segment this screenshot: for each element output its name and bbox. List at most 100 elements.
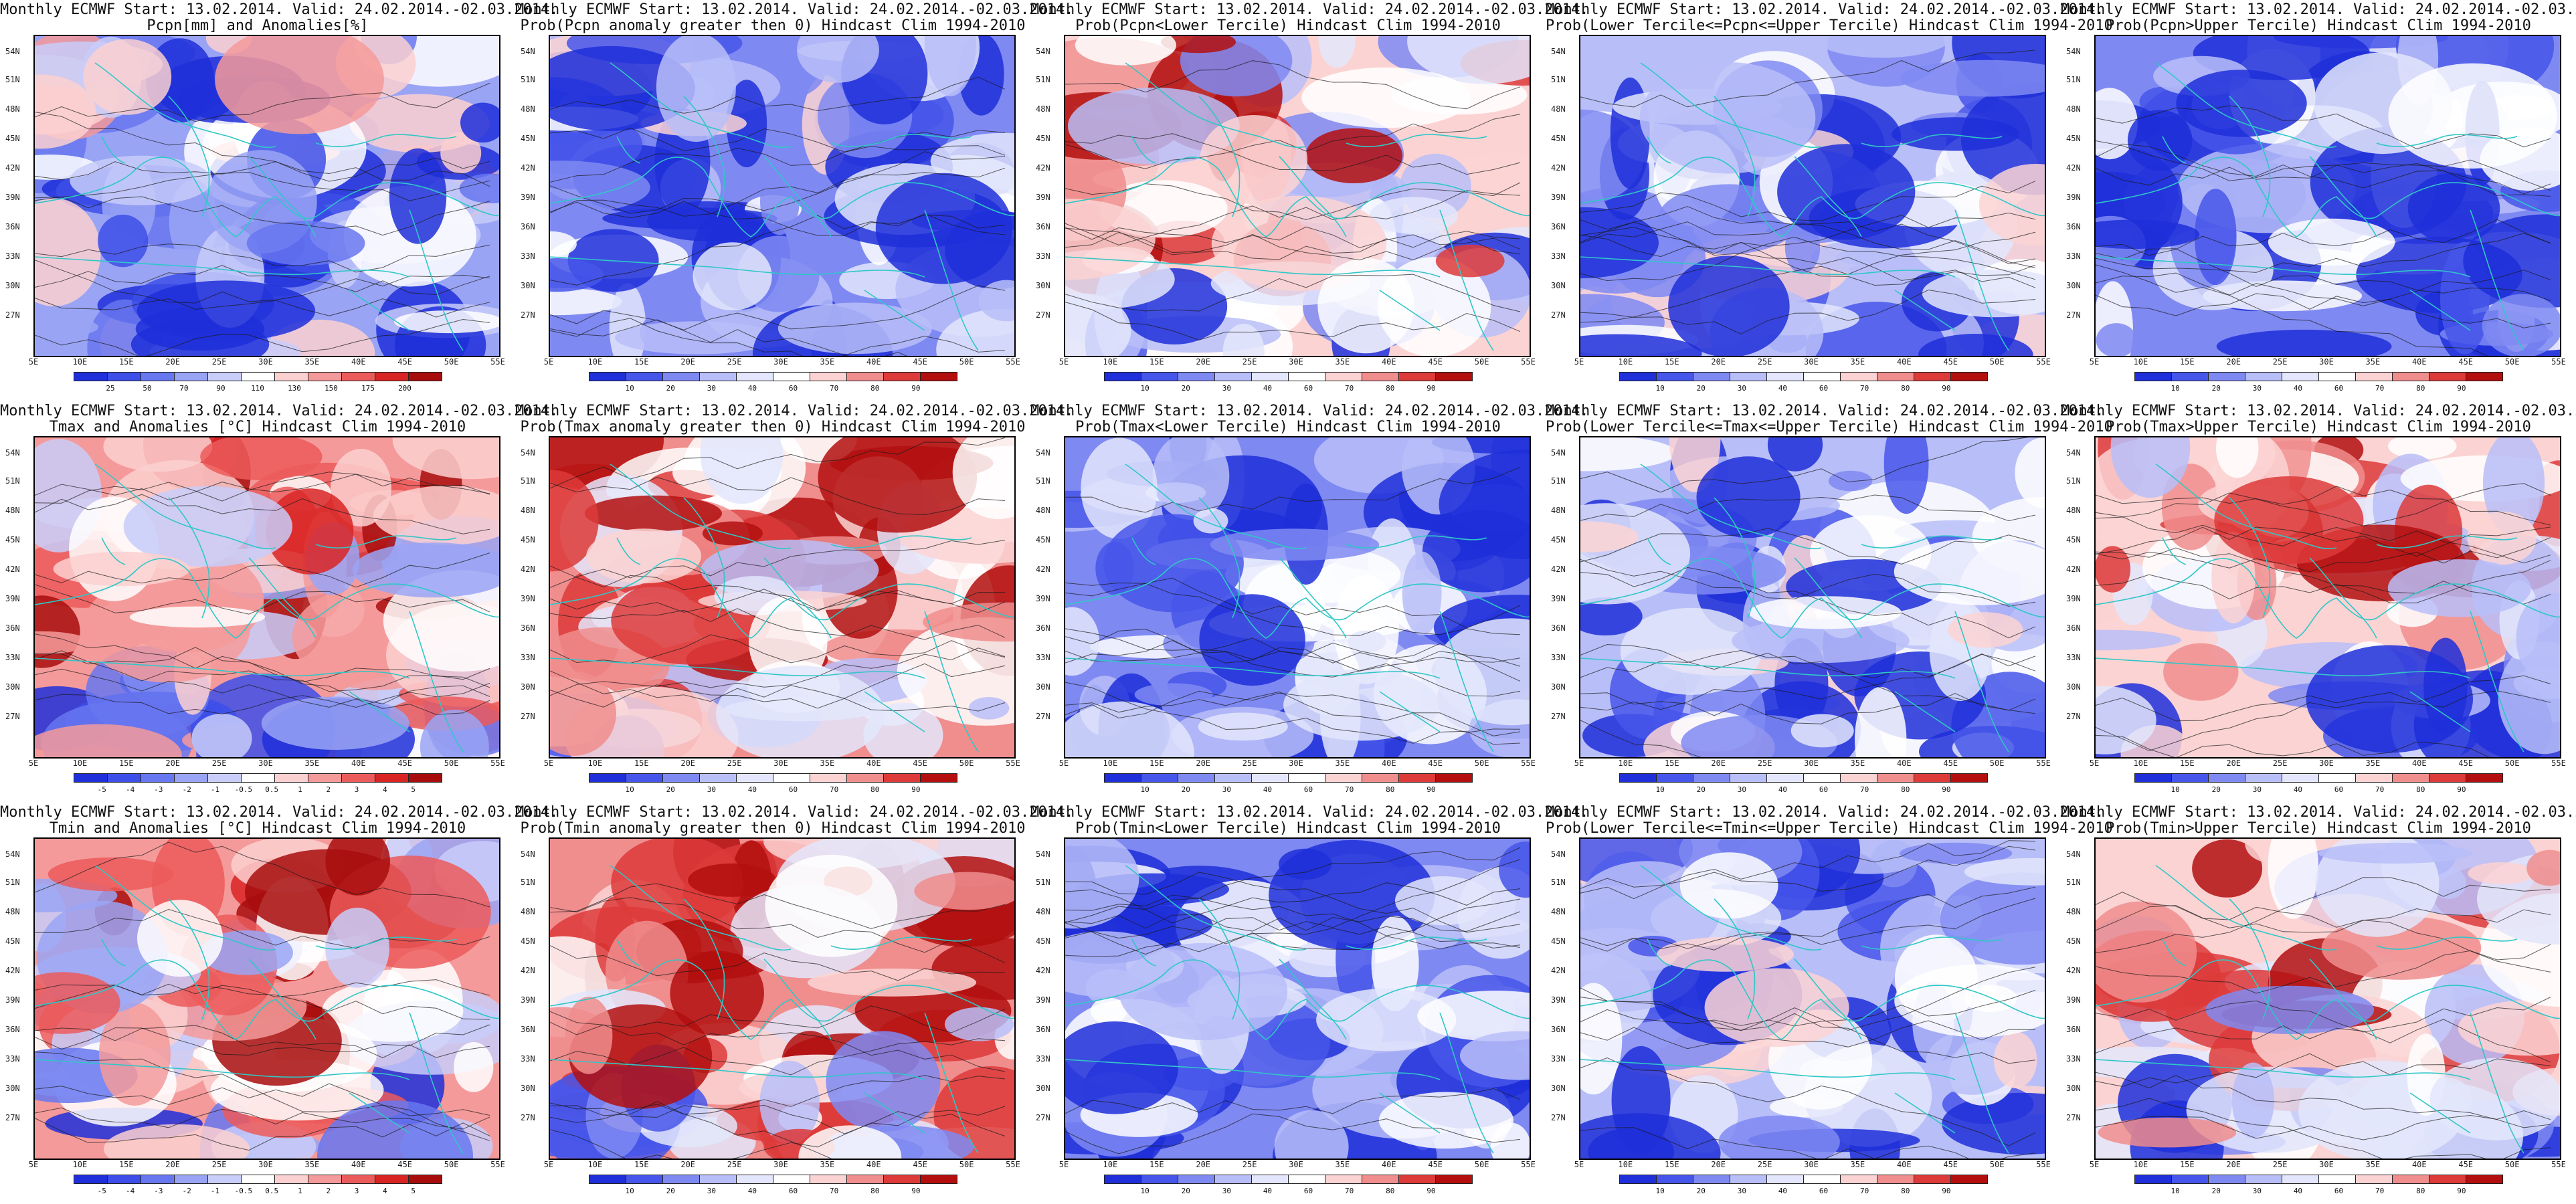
coastline xyxy=(315,134,457,147)
colorbar-swatch xyxy=(141,372,175,381)
latitude-label: 30N xyxy=(1551,1084,1566,1093)
latitude-label: 54N xyxy=(5,849,20,859)
contour-line xyxy=(1580,845,2036,892)
coastline xyxy=(2229,497,2271,619)
colorbar-label: 80 xyxy=(2416,785,2425,794)
latitude-label: 33N xyxy=(1036,653,1050,662)
contour-line xyxy=(1580,567,2036,639)
colorbar-label: 10 xyxy=(625,1187,634,1195)
colorbar-swatch xyxy=(626,1175,663,1184)
map-plot xyxy=(549,436,1016,759)
colorbar-swatch xyxy=(141,1175,175,1184)
coastline xyxy=(409,1012,464,1154)
longitude-label: 25E xyxy=(211,759,227,768)
colorbar-swatch xyxy=(2171,372,2209,381)
coastline xyxy=(409,611,464,752)
colorbar-swatch xyxy=(846,372,884,381)
colorbar-label: 90 xyxy=(1427,785,1436,794)
coastline xyxy=(1894,290,1956,331)
coastline xyxy=(1861,936,2003,950)
longitude-label: 55E xyxy=(1006,357,1020,367)
panel-title: Monthly ECMWF Start: 13.02.2014. Valid: … xyxy=(2061,403,2576,419)
contour-line xyxy=(35,1107,490,1130)
longitude-label: 50E xyxy=(1474,357,1489,367)
colorbar-label: 20 xyxy=(666,785,675,794)
longitude-label: 15E xyxy=(1149,1160,1164,1169)
coastline xyxy=(2155,865,2337,951)
latitude-label: 45N xyxy=(1036,936,1050,946)
coastline xyxy=(1065,256,1441,278)
longitude-label: 5E xyxy=(543,1160,554,1169)
colorbar-label: 10 xyxy=(2171,384,2180,393)
field-blob xyxy=(1964,858,2045,886)
field-blob xyxy=(693,242,772,310)
coastline xyxy=(35,256,410,278)
contour-line xyxy=(1580,967,2036,1031)
latitude-label: 51N xyxy=(2066,75,2081,84)
contour-line xyxy=(1580,559,2036,607)
longitude-label: 35E xyxy=(1335,1160,1350,1169)
panel-subtitle: Prob(Tmin>Upper Tercile) Hindcast Clim 1… xyxy=(2106,820,2531,837)
colorbar-label: 20 xyxy=(1181,384,1190,393)
coastline xyxy=(168,96,210,217)
coastline xyxy=(1647,938,1671,967)
map-plot xyxy=(549,837,1016,1160)
coastline xyxy=(2229,96,2271,217)
colorbar-swatch xyxy=(1178,1175,1215,1184)
colorbar-label: 3 xyxy=(354,1187,359,1195)
longitude-label: 15E xyxy=(1149,357,1164,367)
latitude-label: 54N xyxy=(521,448,535,458)
panel-subtitle: Prob(Lower Tercile<=Tmax<=Upper Tercile)… xyxy=(1546,419,2113,435)
colorbar-swatch xyxy=(810,773,847,783)
latitude-label: 54N xyxy=(1551,849,1566,859)
panel-title: Monthly ECMWF Start: 13.02.2014. Valid: … xyxy=(0,1,559,18)
coastline xyxy=(1065,658,1441,679)
colorbar-label: 70 xyxy=(1860,384,1869,393)
field-blob xyxy=(1065,293,1131,356)
contour-line xyxy=(550,663,1006,702)
colorbar-label: 40 xyxy=(1778,1187,1788,1195)
colorbar-swatch xyxy=(74,773,108,783)
contour-line xyxy=(35,1024,490,1056)
field-blob xyxy=(394,310,499,334)
colorbar-swatch xyxy=(1435,1175,1473,1184)
latitude-label: 33N xyxy=(2066,1054,2081,1064)
colorbar-swatch xyxy=(2208,372,2245,381)
longitude-label: 35E xyxy=(1850,1160,1865,1169)
field-blob xyxy=(914,872,1014,910)
colorbar-labels: 10 20 30 40 60 70 80 90 xyxy=(589,1187,957,1197)
field-blob xyxy=(1283,669,1439,741)
latitude-label: 42N xyxy=(5,163,20,173)
field-blob xyxy=(1918,334,2033,356)
colorbar-swatch xyxy=(1656,1175,1693,1184)
panel-title: Monthly ECMWF Start: 13.02.2014. Valid: … xyxy=(515,804,1074,821)
latitude-label: 33N xyxy=(1551,252,1566,261)
longitude-label: 45E xyxy=(913,1160,928,1169)
contour-line xyxy=(2096,293,2551,328)
contour-line xyxy=(2096,219,2551,256)
map-panel: Monthly ECMWF Start: 13.02.2014. Valid: … xyxy=(1546,0,2113,401)
longitude-label: 10E xyxy=(1618,1160,1633,1169)
colorbar-swatch xyxy=(274,372,308,381)
field-blob xyxy=(2096,901,2197,1003)
latitude-label: 30N xyxy=(1036,1084,1050,1093)
latitude-label: 48N xyxy=(2066,506,2081,515)
coastline xyxy=(763,557,832,639)
colorbar xyxy=(74,372,442,383)
field-blob xyxy=(1199,594,1305,686)
longitude-label: 20E xyxy=(1196,357,1211,367)
coastline xyxy=(409,209,464,351)
longitude-label: 30E xyxy=(258,357,273,367)
map-plot xyxy=(1579,436,2046,759)
longitude-label: 15E xyxy=(634,1160,649,1169)
colorbar-swatch xyxy=(589,372,626,381)
colorbar-label: 30 xyxy=(2252,1187,2262,1195)
contour-line xyxy=(550,1075,1006,1123)
contour-line xyxy=(2096,690,2551,751)
longitude-label: 45E xyxy=(1428,1160,1443,1169)
latitude-label: 39N xyxy=(1036,995,1050,1005)
colorbar-swatch xyxy=(341,372,375,381)
coastline xyxy=(830,936,972,950)
panel-title: Monthly ECMWF Start: 13.02.2014. Valid: … xyxy=(1546,403,2104,419)
field-blob xyxy=(550,231,577,257)
